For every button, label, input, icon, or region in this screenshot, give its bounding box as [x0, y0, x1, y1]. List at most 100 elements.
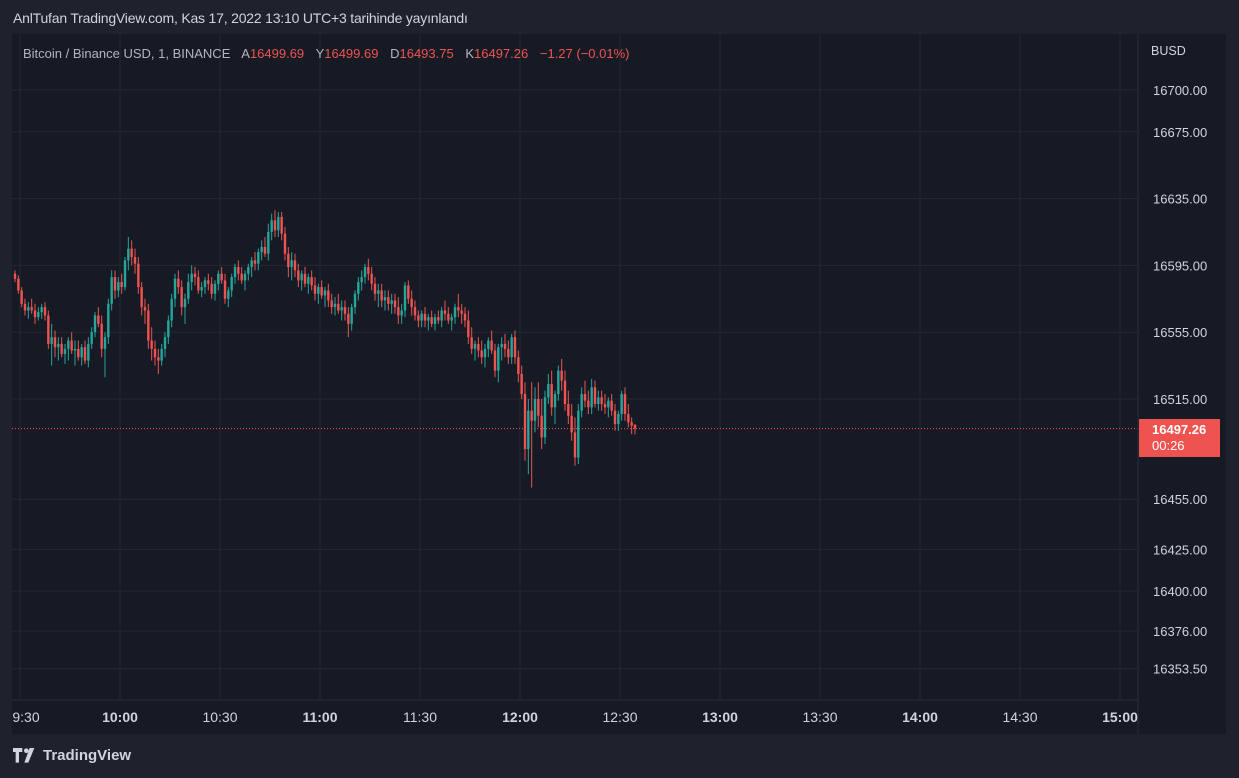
- candle-body: [373, 283, 377, 294]
- candle-body: [550, 383, 553, 408]
- y-tick-label: 16425.00: [1153, 542, 1207, 557]
- y-tick-label: 16353.50: [1153, 662, 1207, 677]
- candle-body: [200, 287, 203, 291]
- candle-body: [253, 260, 257, 264]
- candle-body: [507, 348, 510, 358]
- candle-body: [627, 414, 630, 423]
- candle-body: [530, 410, 533, 421]
- time-axis: 9:30 10:00 10:30 11:00 11:30 12:00 12:30 13:00 1…: [12, 709, 1138, 725]
- candle-body: [460, 310, 463, 314]
- candle-series: [13, 210, 637, 488]
- candle-body: [483, 348, 487, 358]
- candle-body: [137, 263, 140, 288]
- symbol-name: Bitcoin / Binance USD, 1, BINANCE: [23, 46, 231, 61]
- candle-body: [453, 307, 457, 318]
- candle-body: [320, 287, 323, 296]
- candle-body: [440, 310, 443, 321]
- candle-body: [407, 285, 410, 299]
- candle-body: [417, 315, 420, 321]
- candle-body: [490, 340, 493, 351]
- candle-body: [367, 267, 370, 274]
- x-tick-label: 14:30: [1002, 709, 1037, 725]
- candle-body: [317, 287, 320, 294]
- candle-body: [543, 397, 547, 438]
- candle-body: [420, 313, 423, 321]
- candle-body: [413, 307, 417, 316]
- candle-body: [230, 277, 233, 291]
- chart-frame[interactable]: [12, 34, 1226, 734]
- candle-body: [190, 273, 193, 283]
- candle-body: [37, 312, 40, 318]
- candle-body: [623, 393, 627, 415]
- tradingview-brand: TradingView: [43, 747, 132, 764]
- publish-header: AnlTufan TradingView.com, Kas 17, 2022 1…: [13, 10, 468, 26]
- candle-body: [210, 283, 213, 294]
- candle-body: [443, 310, 447, 314]
- y-tick-label: 16700.00: [1153, 83, 1207, 98]
- high-value: 16499.69: [324, 46, 379, 61]
- close-value: 16497.26: [474, 46, 529, 61]
- candle-body: [310, 277, 313, 286]
- candle-body: [390, 300, 393, 304]
- candle-body: [537, 399, 540, 416]
- low-label: D: [390, 46, 400, 61]
- candle-body: [207, 280, 210, 284]
- candle-body: [277, 216, 280, 231]
- candle-body: [40, 307, 43, 313]
- candle-body: [67, 340, 70, 349]
- candle-body: [247, 267, 250, 274]
- candle-body: [193, 273, 197, 278]
- candle-body: [337, 303, 340, 311]
- candle-body: [470, 337, 473, 349]
- candle-body: [177, 278, 180, 288]
- x-tick-label: 10:00: [102, 709, 138, 725]
- candle-body: [223, 280, 227, 299]
- candle-body: [323, 290, 327, 296]
- candle-body: [427, 317, 430, 321]
- candle-body: [567, 404, 570, 416]
- x-tick-label: 10:30: [202, 709, 237, 725]
- candle-body: [590, 387, 593, 408]
- candle-body: [353, 293, 357, 308]
- y-tick-label: 16515.00: [1153, 392, 1207, 407]
- x-tick-label: 12:00: [502, 709, 538, 725]
- y-tick-label: 16455.00: [1153, 492, 1207, 507]
- candle-body: [283, 233, 287, 254]
- candle-body: [463, 313, 467, 321]
- candle-body: [257, 252, 260, 264]
- candle-body: [110, 277, 113, 304]
- candle-body: [577, 410, 580, 458]
- candle-body: [187, 282, 190, 299]
- candle-countdown: 00:26: [1152, 438, 1185, 453]
- candle-body: [150, 340, 153, 349]
- y-tick-label: 16555.00: [1153, 325, 1207, 340]
- candle-body: [260, 247, 263, 253]
- candle-body: [433, 317, 437, 324]
- candle-body: [620, 393, 623, 415]
- tradingview-footer[interactable]: TradingView: [13, 747, 131, 764]
- candle-body: [357, 282, 360, 294]
- open-label: A: [241, 46, 250, 61]
- candle-body: [630, 422, 633, 426]
- candle-body: [290, 260, 293, 268]
- tradingview-logo-icon: [13, 747, 35, 763]
- candle-body: [267, 231, 270, 254]
- symbol-legend[interactable]: Bitcoin / Binance USD, 1, BINANCE A 16499…: [23, 46, 630, 61]
- candle-body: [580, 393, 583, 411]
- candle-body: [297, 270, 300, 281]
- candle-body: [583, 393, 587, 401]
- candle-body: [133, 257, 137, 264]
- x-tick-label: 12:30: [602, 709, 637, 725]
- candle-body: [80, 347, 83, 358]
- candle-body: [387, 297, 390, 304]
- close-label: K: [465, 46, 475, 61]
- candle-body: [60, 343, 63, 354]
- candle-body: [50, 337, 53, 344]
- candle-body: [273, 220, 277, 231]
- current-price-label: 16497.26 00:26: [1139, 419, 1220, 457]
- candle-body: [233, 267, 237, 278]
- candle-body: [527, 410, 530, 450]
- candle-body: [597, 397, 600, 405]
- y-tick-label: 16595.00: [1153, 258, 1207, 273]
